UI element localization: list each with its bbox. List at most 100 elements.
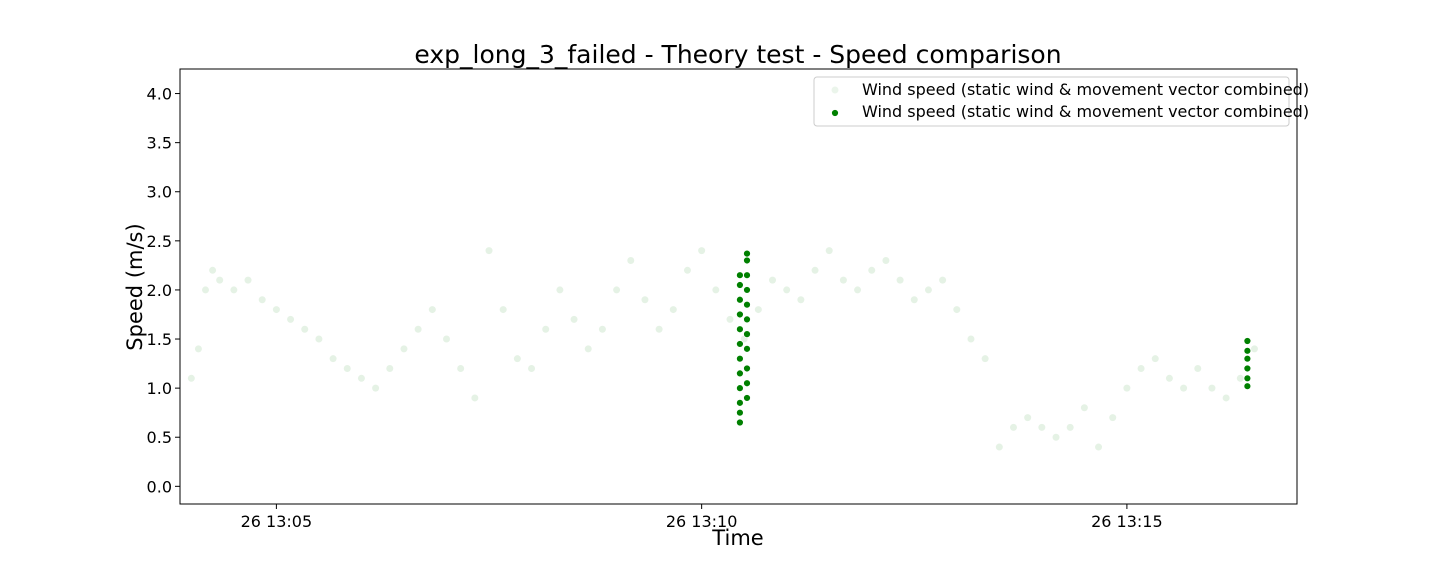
y-tick-label: 1.5 <box>147 330 172 349</box>
faint-data-point <box>839 276 847 284</box>
faint-data-point <box>1009 423 1017 431</box>
faint-data-point <box>939 276 947 284</box>
faint-data-point <box>329 355 337 363</box>
faint-data-point <box>910 296 918 304</box>
highlight-data-point <box>743 364 751 373</box>
highlight-data-point <box>736 340 744 348</box>
faint-data-point <box>953 306 961 314</box>
legend: Wind speed (static wind & movement vecto… <box>813 76 1309 127</box>
faint-data-point <box>301 325 309 333</box>
x-tick-label: 26 13:10 <box>666 512 738 531</box>
faint-data-point <box>698 247 706 255</box>
faint-data-point <box>1123 384 1131 392</box>
faint-data-point <box>386 364 394 372</box>
faint-series-points <box>187 247 1258 451</box>
highlight-data-point <box>1243 382 1252 391</box>
legend-marker-faint <box>831 86 839 94</box>
faint-data-point <box>202 286 210 294</box>
highlight-data-point <box>736 384 744 393</box>
y-axis: 0.0 0.5 1.0 1.5 2.0 2.5 3.0 3.5 4.0 <box>147 85 180 496</box>
faint-data-point <box>584 345 592 353</box>
faint-data-point <box>230 286 238 294</box>
faint-data-point <box>1052 433 1060 441</box>
y-tick-label: 0.5 <box>147 428 172 447</box>
faint-data-point <box>854 286 862 294</box>
faint-data-point <box>287 315 295 323</box>
faint-data-point <box>797 296 805 304</box>
faint-data-point <box>209 266 217 274</box>
x-axis-label: Time <box>711 526 763 550</box>
faint-data-point <box>924 286 932 294</box>
highlight-data-point <box>743 256 751 265</box>
highlight-data-point <box>743 286 751 294</box>
legend-label-faint: Wind speed (static wind & movement vecto… <box>862 80 1309 99</box>
faint-data-point <box>194 345 202 353</box>
faint-data-point <box>556 286 564 294</box>
faint-data-point <box>1095 443 1103 451</box>
faint-data-point <box>1222 394 1230 402</box>
highlight-data-point <box>1243 364 1252 373</box>
faint-data-point <box>669 306 677 314</box>
faint-data-point <box>1250 345 1258 353</box>
faint-data-point <box>499 306 507 314</box>
y-tick-label: 0.0 <box>147 477 172 496</box>
faint-data-point <box>868 266 876 274</box>
highlight-data-point <box>743 330 751 339</box>
highlight-data-point <box>736 325 744 334</box>
faint-data-point <box>400 345 408 353</box>
faint-data-point <box>1137 364 1145 372</box>
faint-data-point <box>896 276 904 284</box>
faint-data-point <box>1165 374 1173 382</box>
highlight-data-point <box>743 300 751 309</box>
faint-data-point <box>1208 384 1216 392</box>
y-tick-label: 3.5 <box>147 134 172 153</box>
x-axis: 26 13:05 26 13:10 26 13:15 <box>241 504 1163 531</box>
faint-data-point <box>981 355 989 363</box>
faint-data-point <box>343 364 351 372</box>
faint-data-point <box>1180 384 1188 392</box>
highlight-data-point <box>736 369 744 378</box>
faint-data-point <box>457 364 465 372</box>
faint-data-point <box>315 335 323 343</box>
highlight-data-point <box>1243 337 1252 345</box>
highlight-data-point <box>743 315 751 324</box>
faint-data-point <box>357 374 365 382</box>
faint-data-point <box>995 443 1003 451</box>
faint-data-point <box>258 296 266 304</box>
faint-data-point <box>598 325 606 333</box>
faint-data-point <box>1151 355 1159 363</box>
faint-data-point <box>783 286 791 294</box>
faint-data-point <box>655 325 663 333</box>
legend-frame <box>813 76 1290 127</box>
faint-data-point <box>414 325 422 333</box>
faint-data-point <box>825 247 833 255</box>
highlight-data-point <box>1243 374 1252 383</box>
y-tick-label: 2.0 <box>147 281 172 300</box>
faint-data-point <box>1066 423 1074 431</box>
highlight-data-point <box>736 271 744 280</box>
plot-area-frame <box>179 68 1298 505</box>
faint-data-point <box>272 306 280 314</box>
faint-data-point <box>428 306 436 314</box>
faint-data-point <box>372 384 380 392</box>
y-axis-label: Speed (m/s) <box>123 223 147 350</box>
faint-data-point <box>1109 414 1117 422</box>
faint-data-point <box>528 364 536 372</box>
faint-data-point <box>712 286 720 294</box>
highlight-data-point <box>743 344 751 353</box>
faint-data-point <box>187 374 195 382</box>
faint-data-point <box>769 276 777 284</box>
x-tick-label: 26 13:15 <box>1091 512 1163 531</box>
legend-label-highlight: Wind speed (static wind & movement vecto… <box>862 102 1309 121</box>
highlight-data-point <box>743 249 751 258</box>
x-tick-label: 26 13:05 <box>241 512 313 531</box>
chart-title: exp_long_3_failed - Theory test - Speed … <box>414 40 1061 69</box>
y-tick-label: 2.5 <box>147 232 172 251</box>
highlight-data-point <box>736 310 744 319</box>
y-tick-label: 4.0 <box>147 85 172 104</box>
highlight-data-point <box>736 354 744 363</box>
highlight-data-point <box>743 379 751 388</box>
highlight-data-point <box>743 271 751 280</box>
y-tick-label: 1.0 <box>147 379 172 398</box>
